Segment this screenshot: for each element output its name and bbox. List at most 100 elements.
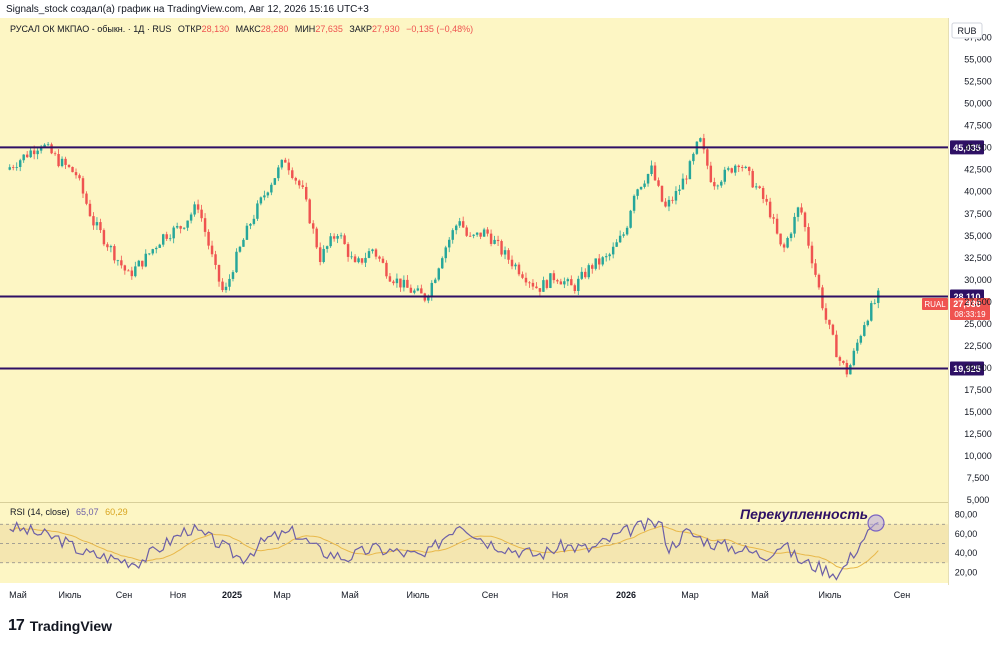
candle-body <box>856 342 859 351</box>
candle-body <box>842 360 845 363</box>
candle-body <box>165 234 168 239</box>
level-price-label: 45,035 <box>953 143 981 153</box>
candle-body <box>357 258 360 263</box>
candle-body <box>395 278 399 284</box>
candle-body <box>406 279 409 288</box>
candle-body <box>531 282 535 287</box>
candle-body <box>800 207 803 213</box>
candle-body <box>39 147 43 151</box>
candle-body <box>493 239 496 244</box>
candle-body <box>489 233 493 244</box>
candle-body <box>479 232 482 237</box>
candle-body <box>650 165 653 175</box>
candle-body <box>835 334 838 358</box>
candle-body <box>556 280 559 282</box>
candle-body <box>196 204 200 210</box>
chart-attribution: Signals_stock создал(а) график на Tradin… <box>6 4 369 15</box>
candle-body <box>468 235 472 237</box>
candle-body <box>552 273 556 281</box>
currency-box[interactable] <box>951 22 983 39</box>
time-tick-label: Сен <box>894 590 911 600</box>
candle-body <box>545 280 549 288</box>
candle-body <box>524 277 528 283</box>
candle-body <box>102 230 106 245</box>
legend-low-label: МИН <box>295 24 315 34</box>
candle-body <box>231 272 235 279</box>
candle-body <box>301 185 304 187</box>
time-axis[interactable]: Май Июль Сен Ноя 2025 Мар Май Июль Сен Ноя 2026 Мар… <box>9 590 910 600</box>
candle-body <box>50 144 53 154</box>
candle-body <box>727 168 730 170</box>
candle-body <box>249 223 252 226</box>
candle-body <box>688 161 692 180</box>
candle-body <box>305 186 308 200</box>
candle-body <box>343 235 346 245</box>
candle-body <box>751 170 754 188</box>
candle-body <box>179 226 182 229</box>
candle-body <box>71 166 74 173</box>
candle-body <box>252 218 256 224</box>
legend-open-label: ОТКР <box>178 24 202 34</box>
candle-body <box>224 286 228 291</box>
time-tick-label: Май <box>751 590 769 600</box>
time-tick-label: Сен <box>482 590 499 600</box>
candle-body <box>332 236 336 239</box>
rsi-ma-line <box>9 525 879 570</box>
price-tick-label: 55,000 <box>964 55 992 65</box>
candle-body <box>266 192 270 196</box>
candle-body <box>542 280 545 292</box>
tradingview-logo-icon: 17 <box>8 617 25 634</box>
candle-body <box>747 166 751 171</box>
candle-body <box>441 258 444 269</box>
candle-body <box>172 227 175 239</box>
candle-body <box>106 244 109 248</box>
rsi-value: 65,07 <box>76 507 99 517</box>
candle-body <box>381 258 385 263</box>
candle-body <box>601 257 604 265</box>
time-tick-label: Сен <box>116 590 133 600</box>
candle-body <box>831 324 835 335</box>
candle-body <box>402 279 406 288</box>
candle-body <box>517 264 521 275</box>
candle-body <box>221 281 224 291</box>
candle-body <box>709 165 713 183</box>
candle-body <box>500 241 503 255</box>
candle-body <box>291 170 294 178</box>
price-axis[interactable]: 57,50055,00052,50050,00047,50045,00042,5… <box>964 33 992 505</box>
candle-body <box>113 246 116 261</box>
price-tick-label: 5,000 <box>967 495 990 505</box>
time-tick-label: Июль <box>407 590 430 600</box>
time-tick-label: Ноя <box>552 590 569 600</box>
candle-body <box>203 218 207 232</box>
candle-body <box>210 245 214 255</box>
candle-body <box>657 180 660 186</box>
candle-body <box>81 178 85 194</box>
candle-body <box>615 242 618 247</box>
last-price-label: 27,930 <box>953 299 981 309</box>
tradingview-footer[interactable]: 17 TradingView <box>8 617 112 635</box>
candle-body <box>674 190 678 201</box>
candle-body <box>109 246 113 248</box>
candle-body <box>521 274 524 278</box>
candle-body <box>713 182 716 187</box>
rsi-tick-label: 60,00 <box>955 529 978 539</box>
candle-body <box>217 264 221 282</box>
price-tick-label: 17,500 <box>964 385 992 395</box>
candle-body <box>618 235 622 243</box>
candle-body <box>325 246 329 249</box>
legend-low: 27,635 <box>315 24 343 34</box>
candle-body <box>866 320 870 326</box>
time-tick-label: Май <box>341 590 359 600</box>
candle-body <box>625 227 629 235</box>
candle-body <box>392 281 395 284</box>
candle-body <box>308 199 311 224</box>
candle-body <box>371 249 374 252</box>
candle-body <box>413 290 416 293</box>
candle-body <box>584 271 587 278</box>
level-price-badge <box>950 140 984 155</box>
candle-body <box>454 225 458 231</box>
candle-body <box>385 262 388 277</box>
ticker-label: RUAL <box>924 300 946 309</box>
